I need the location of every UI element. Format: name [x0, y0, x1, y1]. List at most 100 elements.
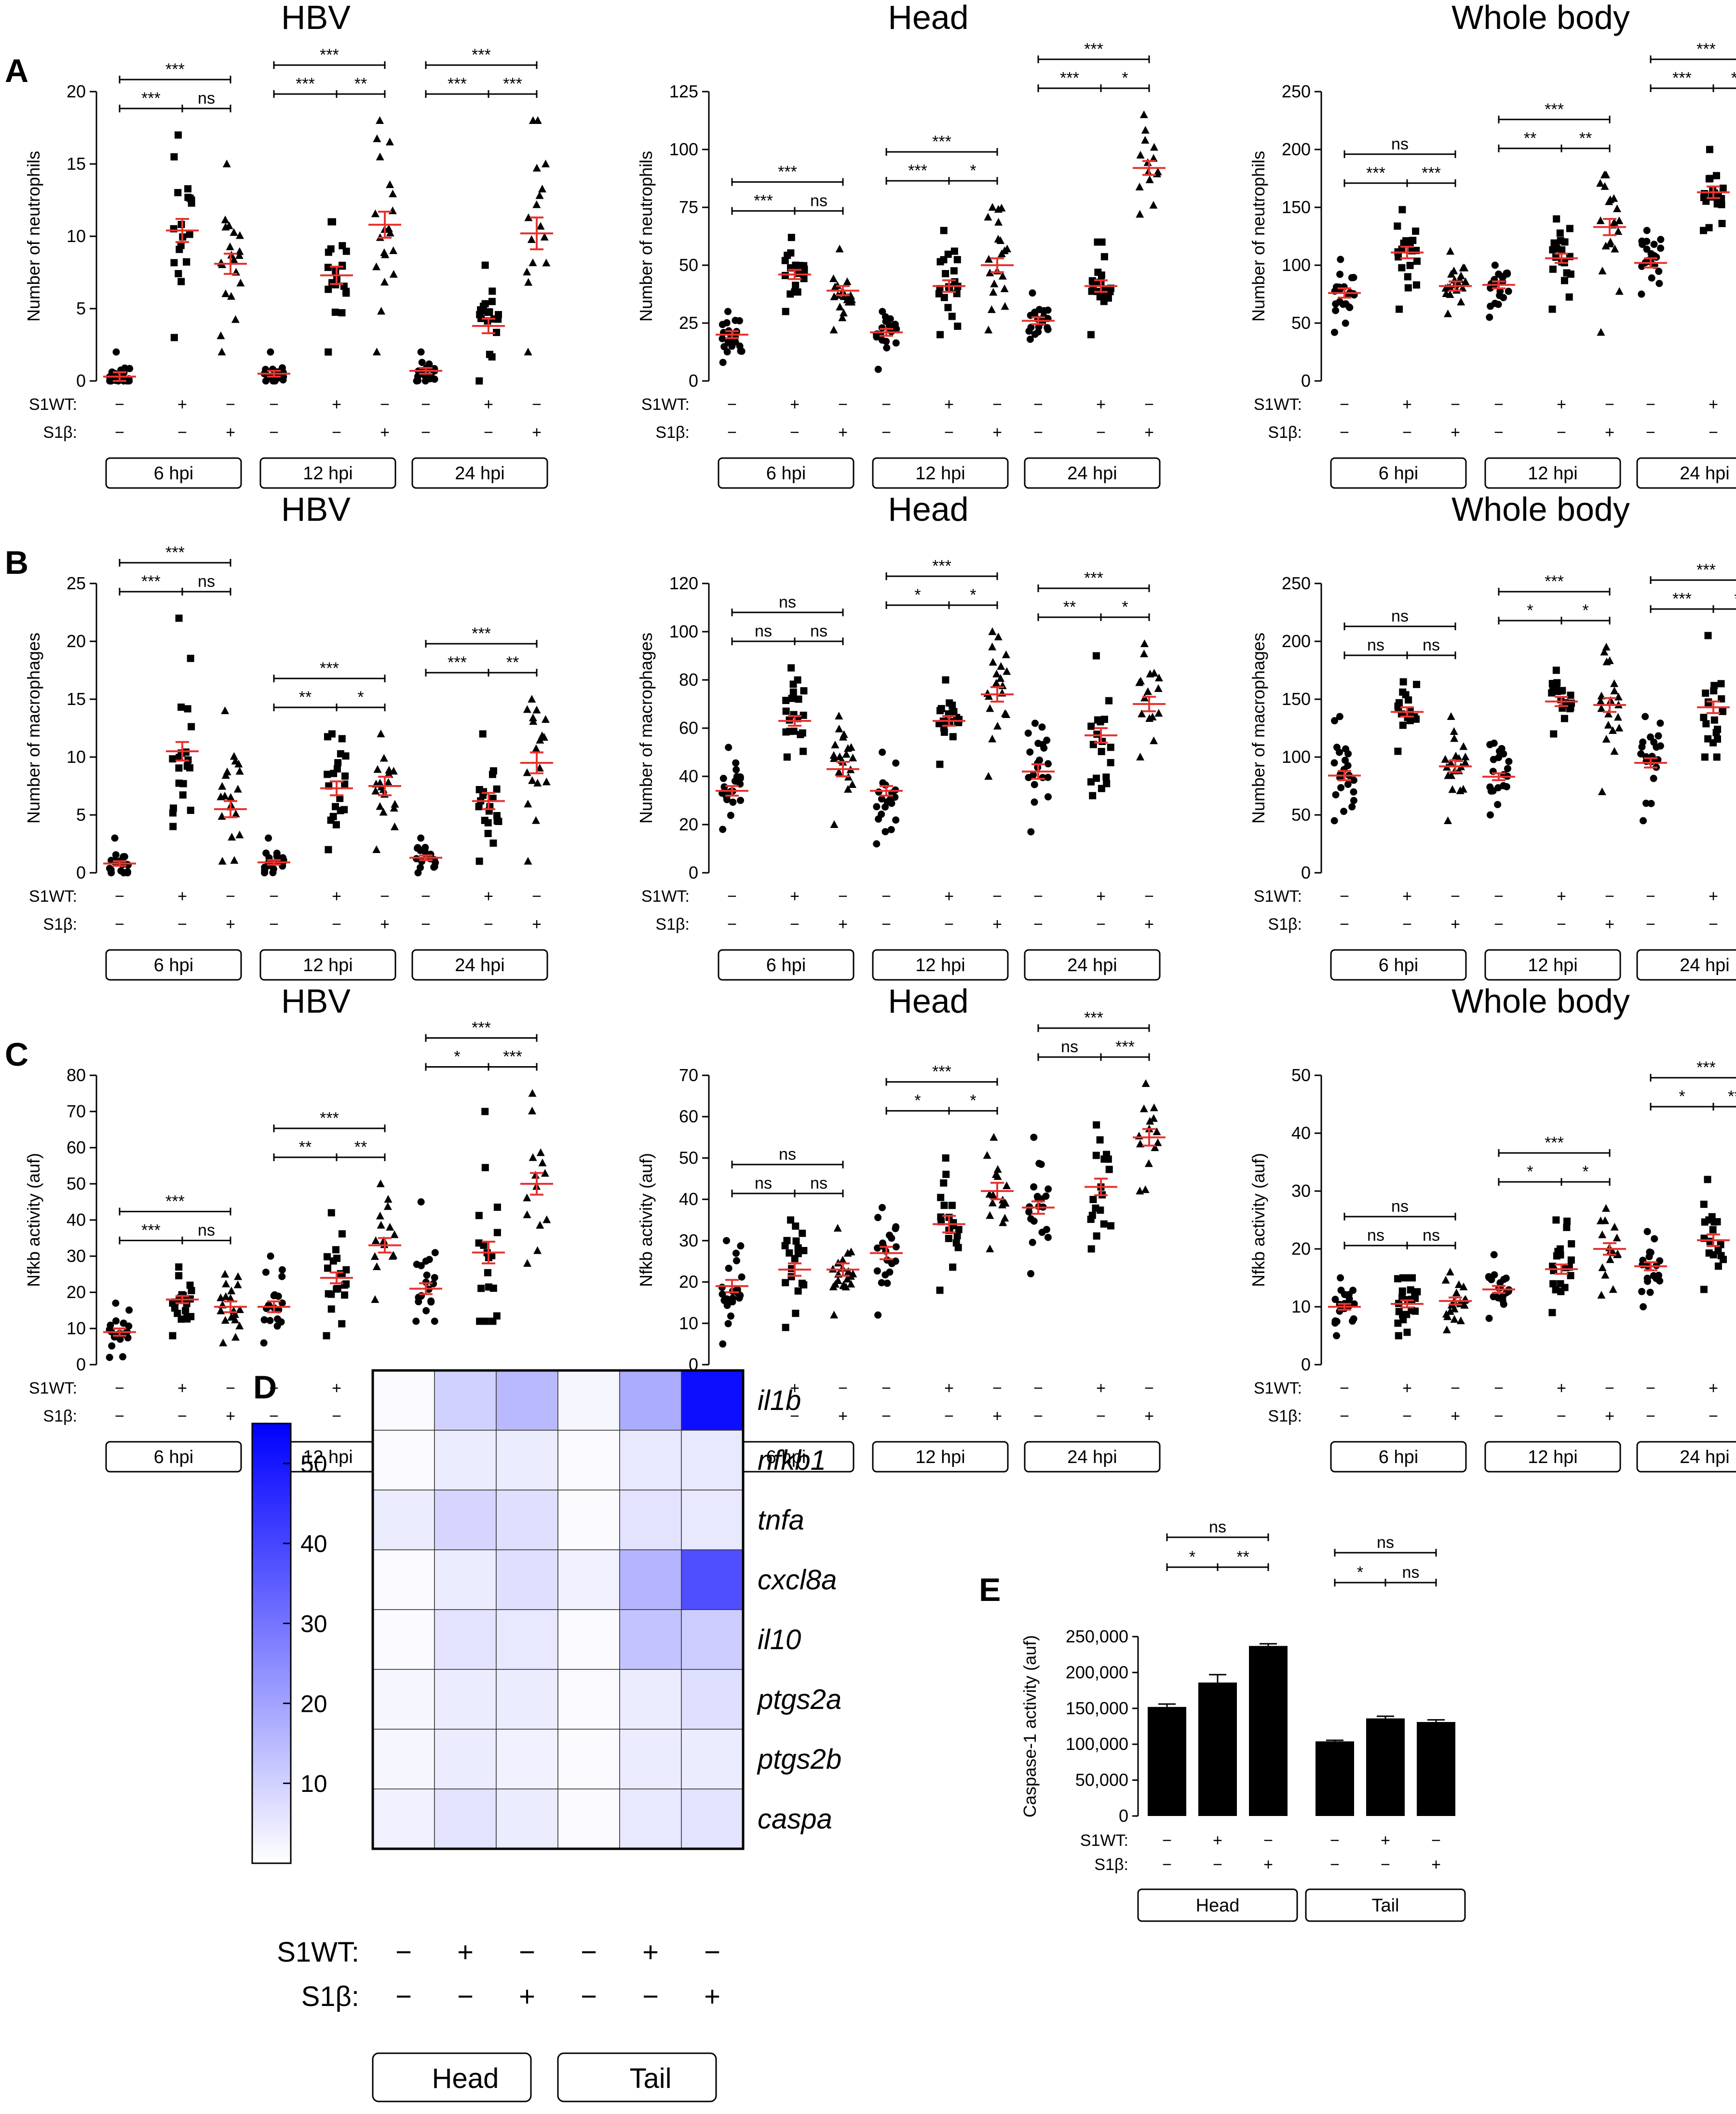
- data-point: [1487, 787, 1495, 795]
- data-point: [1645, 1253, 1653, 1260]
- heatmap-cell: [434, 1669, 497, 1730]
- tissue-label: Tail: [629, 2063, 671, 2094]
- data-point: [1034, 740, 1042, 747]
- data-group: [1085, 1121, 1117, 1253]
- data-point: [370, 1252, 379, 1260]
- data-point: [329, 813, 337, 820]
- data-point: [1655, 280, 1663, 287]
- data-group: [1482, 261, 1515, 321]
- data-point: [1614, 713, 1622, 721]
- data-point: [427, 1298, 435, 1306]
- sig-label: ***: [503, 75, 522, 93]
- data-point: [992, 678, 1001, 687]
- data-point: [1024, 729, 1032, 737]
- data-point: [169, 1332, 176, 1340]
- data-point: [1103, 780, 1111, 787]
- data-point: [996, 236, 1005, 244]
- data-point: [1337, 256, 1344, 263]
- data-point: [267, 1252, 274, 1260]
- data-point: [1567, 1256, 1575, 1264]
- data-point: [1614, 692, 1623, 701]
- condition-sign: −: [484, 915, 493, 934]
- data-point: [1504, 270, 1511, 278]
- data-point: [737, 1242, 745, 1250]
- condition-sign: −: [1340, 395, 1349, 414]
- condition-sign: −: [838, 1379, 848, 1397]
- condition-sign: −: [1494, 887, 1504, 906]
- data-point: [1153, 1127, 1161, 1136]
- data-point: [830, 1311, 839, 1319]
- data-group: [1439, 1268, 1472, 1333]
- data-point: [536, 735, 544, 744]
- data-point: [278, 1273, 286, 1280]
- y-axis-label: Nfkb activity (auf): [636, 1153, 656, 1287]
- data-point: [1026, 748, 1034, 756]
- data-point: [1613, 1250, 1622, 1259]
- data-point: [782, 697, 790, 705]
- data-group: [1697, 632, 1730, 761]
- data-point: [340, 806, 348, 813]
- heatmap-cell: [496, 1549, 558, 1610]
- data-point: [1087, 331, 1095, 339]
- data-group: [320, 730, 353, 854]
- data-point: [1452, 1288, 1461, 1297]
- data-point: [332, 267, 339, 275]
- data-point: [1043, 1226, 1050, 1233]
- data-point: [719, 1290, 726, 1298]
- data-point: [732, 759, 740, 767]
- condition-sign: −: [790, 423, 800, 442]
- sig-label: ***: [1728, 1087, 1736, 1106]
- data-point: [1561, 1284, 1569, 1291]
- gene-label: il10: [758, 1624, 801, 1655]
- data-point: [371, 209, 380, 217]
- condition-sign: −: [519, 1937, 535, 1968]
- data-point: [1459, 263, 1467, 271]
- data-point: [1708, 193, 1716, 201]
- sig-label: ns: [1423, 636, 1440, 654]
- data-point: [1701, 753, 1709, 761]
- data-point: [1093, 731, 1101, 738]
- data-point: [942, 1170, 950, 1178]
- data-point: [873, 333, 881, 341]
- data-point: [1643, 245, 1651, 253]
- tissue-box: [1305, 1888, 1466, 1922]
- sig-label: **: [1731, 69, 1736, 87]
- data-point: [835, 724, 843, 732]
- data-point: [431, 863, 438, 870]
- data-point: [875, 815, 882, 823]
- sig-label: ***: [165, 60, 185, 79]
- y-tick-label: 20: [1291, 1239, 1311, 1259]
- sig-label: ***: [932, 1063, 951, 1081]
- sig-label: *: [357, 688, 364, 706]
- heatmap-cell: [681, 1490, 744, 1550]
- data-point: [1031, 781, 1038, 788]
- data-point: [371, 786, 380, 795]
- data-point: [1100, 1220, 1108, 1228]
- data-point: [1556, 1245, 1564, 1253]
- condition-sign: +: [484, 395, 493, 414]
- condition-sign: +: [1096, 395, 1106, 414]
- condition-sign: −: [177, 423, 187, 442]
- data-point: [389, 246, 398, 254]
- data-point: [1650, 774, 1657, 782]
- condition-sign: −: [944, 423, 954, 442]
- data-point: [338, 309, 346, 317]
- data-point: [1001, 302, 1009, 310]
- data-point: [389, 767, 398, 775]
- condition-sign: −: [177, 1407, 187, 1425]
- data-point: [1087, 722, 1095, 730]
- data-point: [1149, 154, 1158, 162]
- data-point: [262, 1268, 270, 1276]
- y-axis-label: Caspase-1 activity (auf): [1020, 1635, 1040, 1817]
- data-point: [725, 744, 732, 751]
- condition-sign: −: [269, 395, 279, 414]
- data-group: [166, 614, 199, 830]
- data-point: [942, 270, 949, 277]
- data-point: [1331, 1296, 1339, 1303]
- data-point: [1092, 1152, 1100, 1159]
- data-point: [524, 857, 532, 865]
- data-point: [107, 377, 115, 385]
- data-point: [800, 267, 808, 274]
- data-group: [1593, 643, 1626, 795]
- data-point: [953, 1232, 961, 1240]
